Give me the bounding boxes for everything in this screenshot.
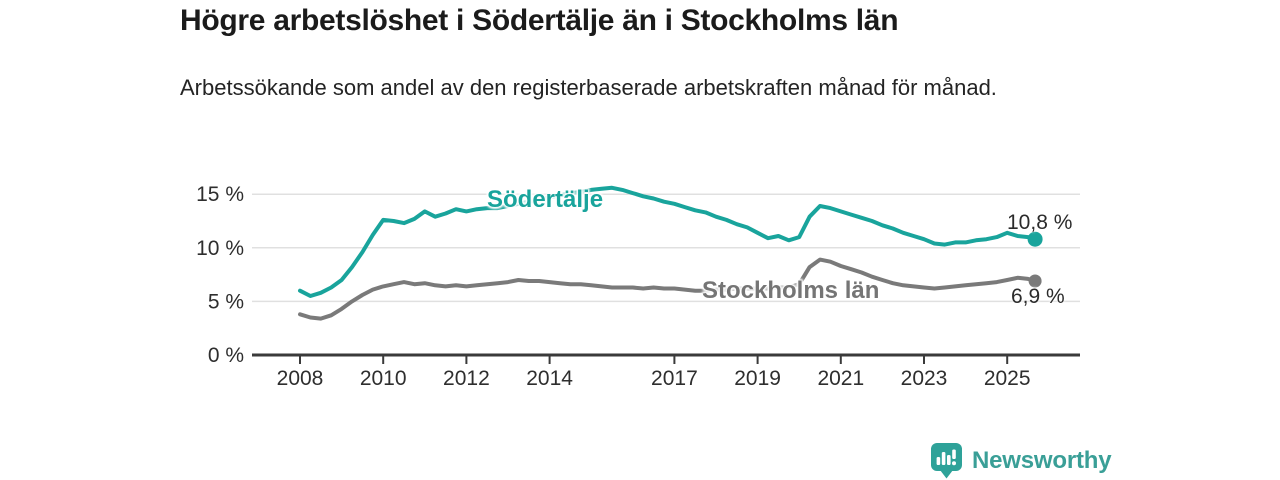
x-tick-label: 2014 (526, 367, 573, 390)
x-tick-label: 2012 (443, 367, 490, 390)
series-line-stockholms-lan (298, 257, 1038, 321)
y-tick-label: 0 % (208, 344, 244, 367)
x-tick-label: 2025 (984, 367, 1031, 390)
series-label-stockholms-lan: Stockholms län (702, 277, 880, 304)
series-end-dot-stockholms-lan (1028, 274, 1042, 288)
newsworthy-logo[interactable]: Newsworthy (930, 442, 1112, 479)
series-line-sodertalje (298, 185, 1038, 298)
series-label-sodertalje: Södertälje (487, 186, 604, 213)
x-tick-label: 2008 (277, 367, 324, 390)
end-value-label-stockholms-lan: 6,9 % (1011, 285, 1065, 308)
newsworthy-badge-icon (931, 443, 962, 479)
x-tick-label: 2017 (651, 367, 698, 390)
y-tick-label: 5 % (208, 290, 244, 313)
end-value-label-sodertalje: 10,8 % (1007, 211, 1073, 234)
y-tick-label: 10 % (196, 237, 244, 260)
y-tick-label: 15 % (196, 183, 244, 206)
x-tick-label: 2019 (734, 367, 781, 390)
chart-title: Högre arbetslöshet i Södertälje än i Sto… (180, 4, 899, 37)
newsworthy-logo-text: Newsworthy (972, 446, 1112, 474)
x-tick-label: 2023 (901, 367, 948, 390)
series-end-dot-sodertalje (1027, 231, 1043, 247)
x-tick-label: 2010 (360, 367, 407, 390)
chart-subtitle: Arbetssökande som andel av den registerb… (180, 75, 997, 100)
x-tick-label: 2021 (817, 367, 864, 390)
